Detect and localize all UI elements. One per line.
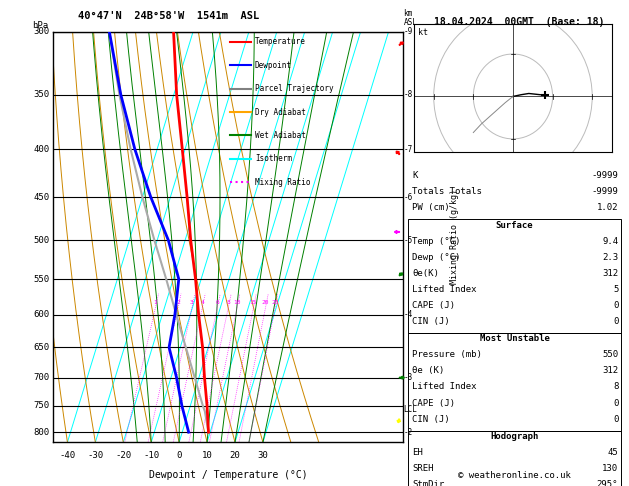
Text: -9999: -9999 — [591, 187, 618, 196]
Text: 295°: 295° — [597, 480, 618, 486]
Text: 750: 750 — [33, 401, 49, 410]
Text: 8: 8 — [613, 382, 618, 392]
Text: -6: -6 — [404, 192, 413, 202]
Text: -10: -10 — [143, 451, 159, 460]
Text: 0: 0 — [613, 317, 618, 326]
Text: 300: 300 — [33, 27, 49, 36]
Text: -9999: -9999 — [591, 171, 618, 180]
Text: 350: 350 — [33, 90, 49, 99]
Text: EH: EH — [412, 448, 423, 457]
Text: 450: 450 — [33, 192, 49, 202]
Text: 3: 3 — [190, 299, 194, 305]
Text: LCL: LCL — [404, 404, 418, 414]
Text: Hodograph: Hodograph — [491, 432, 538, 441]
Text: 650: 650 — [33, 343, 49, 352]
Text: Dewp (°C): Dewp (°C) — [412, 253, 460, 262]
Text: CIN (J): CIN (J) — [412, 415, 450, 424]
Text: 312: 312 — [602, 366, 618, 376]
Text: 40°47'N  24B°58'W  1541m  ASL: 40°47'N 24B°58'W 1541m ASL — [78, 11, 259, 21]
Text: -3: -3 — [404, 373, 413, 382]
Text: 15: 15 — [250, 299, 257, 305]
Text: 500: 500 — [33, 236, 49, 245]
Text: PW (cm): PW (cm) — [412, 203, 450, 212]
Text: θe (K): θe (K) — [412, 366, 444, 376]
Text: K: K — [412, 171, 418, 180]
Text: StmDir: StmDir — [412, 480, 444, 486]
Text: 1: 1 — [153, 299, 157, 305]
Text: Most Unstable: Most Unstable — [479, 334, 550, 344]
Text: Lifted Index: Lifted Index — [412, 382, 477, 392]
Text: Lifted Index: Lifted Index — [412, 285, 477, 294]
Text: 0: 0 — [613, 301, 618, 310]
Text: hPa: hPa — [33, 20, 48, 30]
Text: 20: 20 — [230, 451, 240, 460]
Text: CAPE (J): CAPE (J) — [412, 301, 455, 310]
Text: Dewpoint: Dewpoint — [255, 61, 292, 70]
Text: Wet Adiabat: Wet Adiabat — [255, 131, 306, 140]
Text: 9.4: 9.4 — [602, 237, 618, 246]
Text: -9: -9 — [404, 27, 413, 36]
Text: -5: -5 — [404, 236, 413, 245]
Text: 45: 45 — [608, 448, 618, 457]
Text: 1.02: 1.02 — [597, 203, 618, 212]
Text: kt: kt — [418, 28, 428, 37]
Text: Mixing Ratio: Mixing Ratio — [255, 178, 310, 187]
Text: 8: 8 — [226, 299, 230, 305]
Text: 0: 0 — [177, 451, 182, 460]
Text: 600: 600 — [33, 310, 49, 319]
Text: 2: 2 — [176, 299, 180, 305]
Text: -4: -4 — [404, 310, 413, 319]
Text: 5: 5 — [613, 285, 618, 294]
Text: -8: -8 — [404, 90, 413, 99]
Text: 130: 130 — [602, 464, 618, 473]
Text: 10: 10 — [233, 299, 241, 305]
Text: 550: 550 — [33, 275, 49, 284]
Text: 18.04.2024  00GMT  (Base: 18): 18.04.2024 00GMT (Base: 18) — [434, 17, 604, 27]
Text: Dewpoint / Temperature (°C): Dewpoint / Temperature (°C) — [148, 470, 308, 480]
Text: 550: 550 — [602, 350, 618, 360]
Text: Dry Adiabat: Dry Adiabat — [255, 107, 306, 117]
Text: 0: 0 — [613, 399, 618, 408]
Text: Totals Totals: Totals Totals — [412, 187, 482, 196]
Text: Temp (°C): Temp (°C) — [412, 237, 460, 246]
Text: 0: 0 — [613, 415, 618, 424]
Text: 30: 30 — [257, 451, 269, 460]
Text: CAPE (J): CAPE (J) — [412, 399, 455, 408]
Text: © weatheronline.co.uk: © weatheronline.co.uk — [458, 471, 571, 480]
Text: Parcel Trajectory: Parcel Trajectory — [255, 84, 333, 93]
Text: CIN (J): CIN (J) — [412, 317, 450, 326]
Text: 800: 800 — [33, 428, 49, 437]
Text: 20: 20 — [262, 299, 269, 305]
Text: -2: -2 — [404, 428, 413, 437]
Text: θe(K): θe(K) — [412, 269, 439, 278]
Text: 10: 10 — [202, 451, 213, 460]
Text: -30: -30 — [87, 451, 103, 460]
Text: -40: -40 — [59, 451, 75, 460]
Text: 25: 25 — [271, 299, 279, 305]
Text: 2.3: 2.3 — [602, 253, 618, 262]
Text: Temperature: Temperature — [255, 37, 306, 46]
Text: Pressure (mb): Pressure (mb) — [412, 350, 482, 360]
Text: 400: 400 — [33, 144, 49, 154]
Text: 700: 700 — [33, 373, 49, 382]
Text: -7: -7 — [404, 144, 413, 154]
Text: Surface: Surface — [496, 221, 533, 230]
Text: 4: 4 — [200, 299, 204, 305]
Text: 6: 6 — [215, 299, 219, 305]
Text: Isotherm: Isotherm — [255, 155, 292, 163]
Text: km
ASL: km ASL — [404, 10, 418, 28]
Text: 312: 312 — [602, 269, 618, 278]
Text: -20: -20 — [115, 451, 131, 460]
Text: Mixing Ratio (g/kg): Mixing Ratio (g/kg) — [450, 190, 459, 284]
Text: SREH: SREH — [412, 464, 433, 473]
